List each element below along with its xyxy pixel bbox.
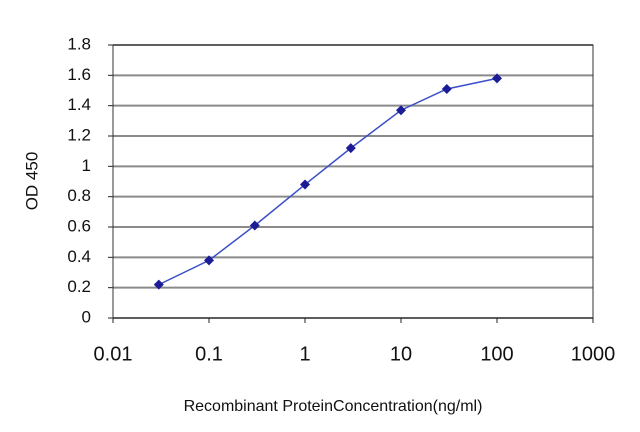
y-tick-label: 0 (82, 307, 91, 326)
y-tick-label: 0.2 (67, 277, 91, 296)
data-point (441, 83, 452, 94)
y-tick-label: 0.4 (67, 247, 91, 266)
series-line (158, 77, 498, 286)
y-tick-label: 1.4 (67, 95, 91, 114)
x-tick-label: 1 (299, 343, 310, 365)
x-tick-label: 0.1 (195, 343, 223, 365)
data-point (300, 179, 310, 190)
y-tick-label: 1.8 (67, 34, 91, 53)
plot-frame (112, 44, 594, 319)
data-point (396, 105, 406, 116)
y-tick-label: 0.6 (67, 216, 91, 235)
y-axis-label: OD 450 (22, 152, 41, 211)
data-point (345, 143, 356, 154)
y-tick-label: 1.2 (67, 125, 91, 144)
y-tick-label: 1.6 (67, 65, 91, 84)
x-tick-label: 100 (480, 343, 513, 365)
data-point (249, 220, 260, 231)
x-tick-label: 1000 (571, 343, 616, 365)
y-tick-label: 1 (82, 156, 91, 175)
data-point (153, 279, 164, 290)
data-point (204, 255, 214, 266)
data-point (492, 73, 502, 84)
x-tick-label: 10 (390, 343, 412, 365)
x-axis-label: Recombinant ProteinConcentration(ng/ml) (184, 398, 483, 415)
x-tick-label: 0.01 (94, 343, 133, 365)
y-tick-label: 0.8 (67, 186, 91, 205)
